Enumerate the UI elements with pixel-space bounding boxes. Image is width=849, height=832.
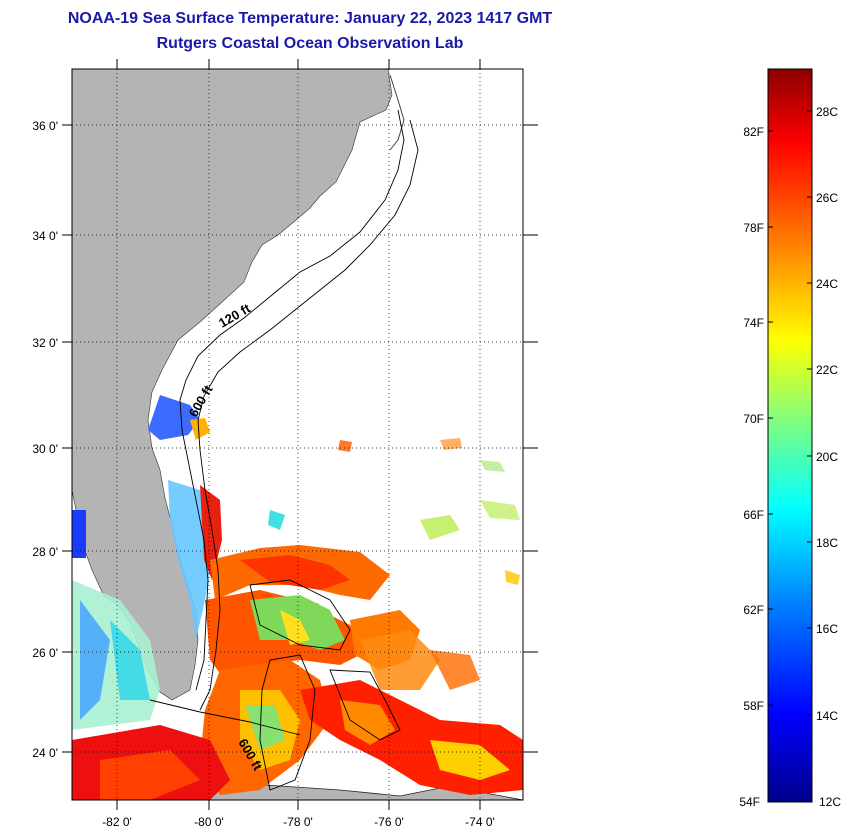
lat-labels: 36 0' 34 0' 32 0' 30 0' 28 0' 26 0' 24 0… xyxy=(32,119,58,760)
cb-f-70: 70F xyxy=(743,412,764,426)
cb-f-62: 62F xyxy=(743,603,764,617)
lat-label-28: 28 0' xyxy=(32,545,58,559)
map-title: NOAA-19 Sea Surface Temperature: January… xyxy=(67,10,553,27)
cb-f-66: 66F xyxy=(743,508,764,522)
cb-c-14: 14C xyxy=(816,709,838,723)
contours xyxy=(149,109,419,791)
lat-label-32: 32 0' xyxy=(32,336,58,350)
lat-label-34: 34 0' xyxy=(32,229,58,243)
cb-c-12: 12C xyxy=(819,795,841,809)
lon-label-76: -76 0' xyxy=(374,815,404,829)
cb-f-54: 54F xyxy=(739,795,760,809)
colorbar xyxy=(767,68,813,803)
contour-600ft xyxy=(197,119,419,711)
sst-patches xyxy=(72,395,523,800)
lon-label-78: -78 0' xyxy=(283,815,313,829)
contour-120ft xyxy=(179,109,405,691)
lat-label-26: 26 0' xyxy=(32,646,58,660)
outer-banks xyxy=(389,74,405,151)
contour-bahamas-1 xyxy=(249,579,351,651)
cb-f-82: 82F xyxy=(743,125,764,139)
lon-label-74: -74 0' xyxy=(465,815,495,829)
lat-label-30: 30 0' xyxy=(32,442,58,456)
cb-c-16: 16C xyxy=(816,622,838,636)
map-subtitle: Rutgers Coastal Ocean Observation Lab xyxy=(156,35,464,52)
colorbar-ticks xyxy=(768,110,812,716)
colorbar-fahrenheit-labels: 82F 78F 74F 70F 66F 62F 58F 54F xyxy=(739,125,764,809)
cb-c-26: 26C xyxy=(816,191,838,205)
lon-label-82: -82 0' xyxy=(102,815,132,829)
lat-label-36: 36 0' xyxy=(32,119,58,133)
map-ticks xyxy=(62,59,538,810)
cb-c-18: 18C xyxy=(816,536,838,550)
lat-label-24: 24 0' xyxy=(32,746,58,760)
cb-f-78: 78F xyxy=(743,221,764,235)
lon-label-80: -80 0' xyxy=(194,815,224,829)
colorbar-celsius-labels: 28C 26C 24C 22C 20C 18C 16C 14C 12C xyxy=(816,105,841,809)
cb-c-20: 20C xyxy=(816,450,838,464)
map-panel: 120 ft 600 ft 600 ft xyxy=(72,69,523,800)
cb-c-24: 24C xyxy=(816,277,838,291)
cb-c-28: 28C xyxy=(816,105,838,119)
contour-bahamas-2 xyxy=(259,654,316,791)
contour-bahamas-3 xyxy=(329,669,401,741)
contour-florida-keys xyxy=(149,699,301,736)
cb-f-74: 74F xyxy=(743,316,764,330)
lon-labels: -82 0' -80 0' -78 0' -76 0' -74 0' xyxy=(102,815,495,829)
cb-f-58: 58F xyxy=(743,699,764,713)
cb-c-22: 22C xyxy=(816,363,838,377)
